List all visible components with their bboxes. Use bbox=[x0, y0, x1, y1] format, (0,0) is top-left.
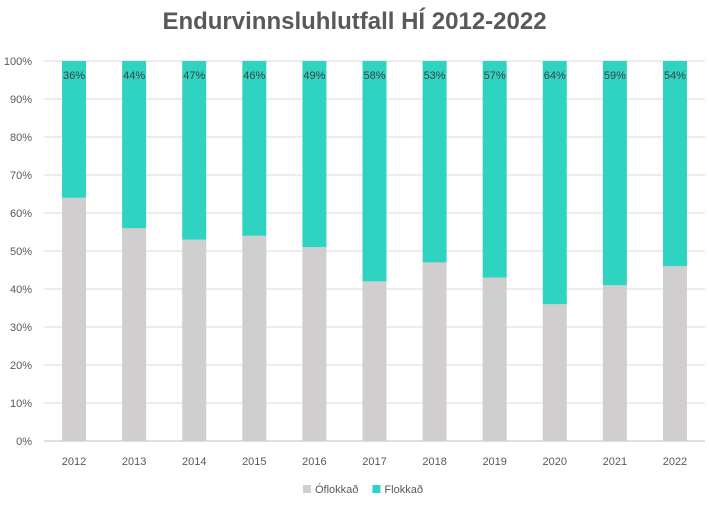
bar-sorted-2022 bbox=[662, 61, 687, 267]
bar-sorted-2019 bbox=[482, 61, 507, 278]
y-tick-label: 50% bbox=[10, 246, 32, 258]
bar-sorted-2015 bbox=[242, 61, 267, 236]
bar-unsorted-2018 bbox=[422, 262, 447, 441]
x-tick-label: 2015 bbox=[242, 456, 266, 468]
bar-unsorted-2021 bbox=[602, 285, 627, 441]
y-tick-label: 60% bbox=[10, 208, 32, 220]
y-tick-label: 20% bbox=[10, 360, 32, 372]
data-label: 53% bbox=[424, 70, 446, 82]
chart-title: Endurvinnsluhlutfall HÍ 2012-2022 bbox=[162, 8, 547, 35]
bar-unsorted-2013 bbox=[122, 228, 147, 441]
bar-unsorted-2014 bbox=[182, 239, 207, 441]
y-tick-label: 30% bbox=[10, 322, 32, 334]
data-label: 49% bbox=[303, 70, 325, 82]
x-tick-label: 2022 bbox=[663, 456, 687, 468]
data-label: 64% bbox=[544, 70, 566, 82]
x-tick-label: 2017 bbox=[362, 456, 386, 468]
data-label: 57% bbox=[484, 70, 506, 82]
bar-unsorted-2019 bbox=[482, 277, 507, 441]
data-label: 54% bbox=[664, 70, 686, 82]
y-tick-label: 0% bbox=[16, 436, 32, 448]
y-tick-label: 70% bbox=[10, 170, 32, 182]
bar-sorted-2013 bbox=[122, 61, 147, 229]
data-label: 46% bbox=[243, 70, 265, 82]
bar-sorted-2012 bbox=[62, 61, 87, 198]
x-tick-label: 2020 bbox=[543, 456, 567, 468]
data-label: 47% bbox=[183, 70, 205, 82]
x-tick-label: 2012 bbox=[62, 456, 86, 468]
bar-sorted-2016 bbox=[302, 61, 327, 248]
bar-sorted-2018 bbox=[422, 61, 447, 263]
data-label: 58% bbox=[363, 70, 385, 82]
y-tick-label: 80% bbox=[10, 132, 32, 144]
bar-unsorted-2017 bbox=[362, 281, 387, 441]
data-label: 59% bbox=[604, 70, 626, 82]
bar-sorted-2021 bbox=[602, 61, 627, 286]
label-layer: 36% 44% 47% 46% 49% 58% 53% 57% 64% 59% 54% bbox=[63, 70, 686, 82]
bar-unsorted-2012 bbox=[62, 197, 87, 441]
y-tick-label: 100% bbox=[4, 56, 32, 68]
legend-swatch bbox=[372, 485, 381, 493]
bar-layer bbox=[62, 61, 687, 441]
legend: Óflokkað Flokkað bbox=[303, 483, 423, 496]
x-tick-label: 2019 bbox=[482, 456, 506, 468]
x-tick-label: 2016 bbox=[302, 456, 326, 468]
y-tick-label: 10% bbox=[10, 398, 32, 410]
bar-unsorted-2020 bbox=[542, 304, 567, 441]
y-tick-label: 90% bbox=[10, 94, 32, 106]
axis-layer: 0% 10% 20% 30% 40% 50% 60% 70% 80% 90% 100% 2012 201… bbox=[4, 56, 687, 468]
data-label: 36% bbox=[63, 70, 85, 82]
legend-label: Óflokkað bbox=[315, 483, 358, 496]
bar-sorted-2020 bbox=[542, 61, 567, 305]
legend-label: Flokkað bbox=[384, 484, 423, 496]
x-tick-label: 2013 bbox=[122, 456, 146, 468]
x-tick-label: 2018 bbox=[422, 456, 446, 468]
x-tick-label: 2014 bbox=[182, 456, 206, 468]
bar-unsorted-2015 bbox=[242, 235, 267, 441]
y-tick-label: 40% bbox=[10, 284, 32, 296]
bar-sorted-2017 bbox=[362, 61, 387, 282]
bar-unsorted-2016 bbox=[302, 247, 327, 441]
legend-swatch bbox=[303, 485, 311, 493]
bar-unsorted-2022 bbox=[662, 266, 687, 441]
bar-sorted-2014 bbox=[182, 61, 207, 240]
x-tick-label: 2021 bbox=[603, 456, 627, 468]
data-label: 44% bbox=[123, 70, 145, 82]
